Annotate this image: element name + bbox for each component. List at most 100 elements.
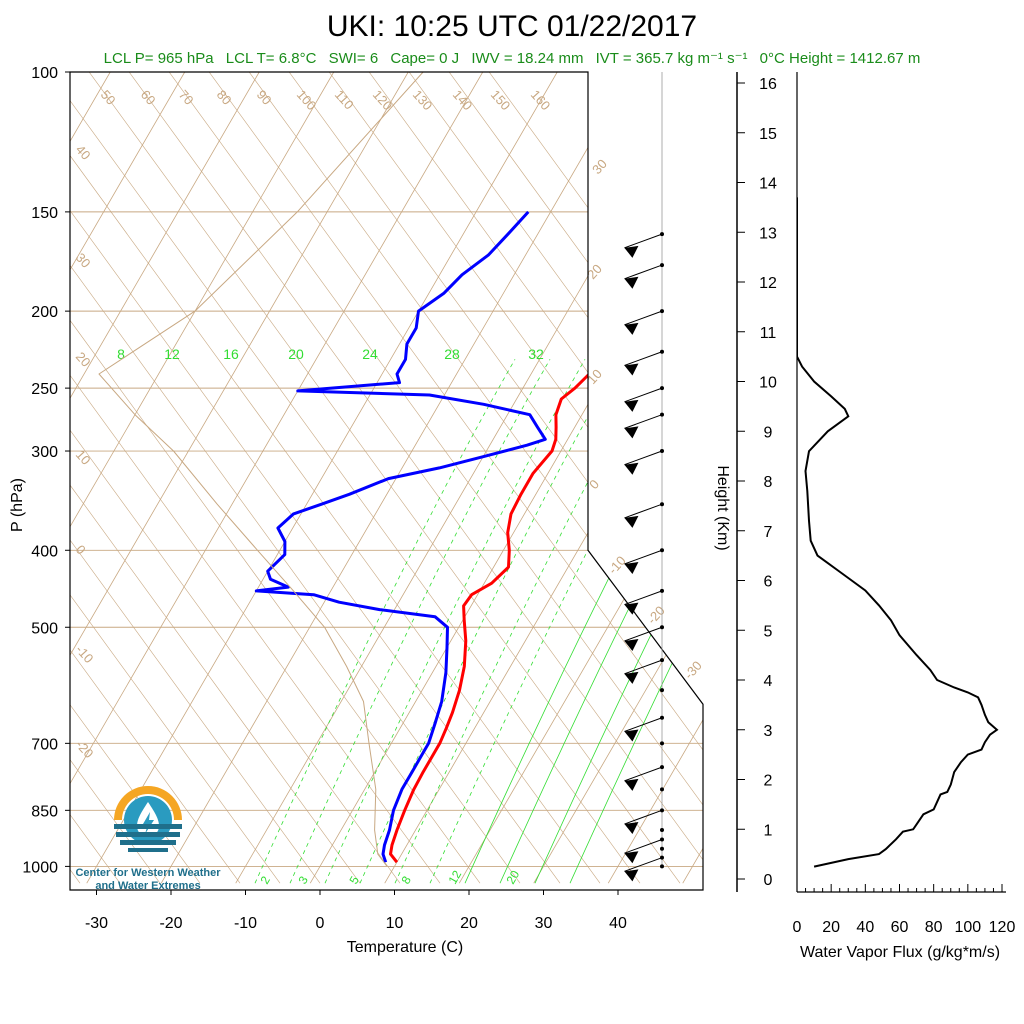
isotherm-label: -30 [681, 658, 705, 682]
mixing-ratio-line [359, 359, 621, 884]
isotherm-label: 90 [254, 87, 275, 108]
isotherm-line [384, 72, 703, 884]
wind-barb [624, 387, 663, 403]
barb-level-dot [660, 787, 664, 792]
wind-barb-flag [624, 638, 639, 651]
y-tick-label: 250 [31, 381, 58, 398]
barb-level-dot [660, 828, 664, 833]
wind-barb [624, 839, 663, 854]
isotherm-line [70, 72, 260, 884]
isotherm-line [607, 72, 703, 884]
height-tick-label: 11 [760, 325, 777, 342]
barb-level-dot [660, 864, 664, 869]
height-tick-label: 4 [764, 673, 773, 690]
mixing-ratio-label: 3 [295, 873, 311, 886]
y-tick-label: 100 [31, 65, 58, 82]
logo-text-line2: and Water Extremes [95, 880, 200, 892]
isotherm-line [70, 72, 409, 884]
wind-barb [624, 717, 663, 732]
adiabat-line [70, 72, 201, 884]
mixing-ratio-label: 12 [164, 346, 180, 362]
y-tick-label: 700 [31, 736, 58, 753]
height-tick-label: 16 [759, 76, 777, 93]
wind-barb-flag [624, 671, 639, 684]
x-axis-label: Temperature (C) [347, 939, 463, 956]
swi: SWI= 6 [329, 50, 379, 67]
isotherm-line [235, 72, 703, 884]
adiabat-line [70, 72, 241, 884]
y-tick-label: 500 [31, 620, 58, 637]
wind-barb [624, 766, 663, 782]
adiabat-line [179, 72, 703, 884]
isotherm-line [70, 72, 484, 884]
logo-wave-2 [116, 832, 180, 837]
adiabat-line [70, 72, 521, 884]
skewt-grid [70, 72, 703, 884]
wind-barb [624, 351, 663, 366]
isotherm-label: 20 [584, 261, 605, 282]
isotherm-label: -20 [73, 737, 97, 761]
adiabat-line [70, 72, 681, 884]
lcl-pressure: LCL P= 965 hPa [104, 50, 215, 67]
wind-barb-flag [624, 245, 639, 258]
adiabat-line [70, 72, 601, 884]
adiabat-line [219, 72, 703, 884]
wind-barb-flag [624, 399, 639, 412]
lcl-temperature: LCL T= 6.8°C [226, 50, 317, 67]
adiabat-line [379, 72, 703, 884]
wind-barb-flag [624, 276, 639, 289]
height-tick-label: 6 [764, 574, 773, 591]
isotherm-label: 110 [332, 87, 357, 112]
ivt: IVT = 365.7 kg m⁻¹ s⁻¹ [596, 50, 748, 67]
mixing-ratio-label: 28 [444, 346, 460, 362]
isotherm-line [86, 72, 558, 884]
height-tick-label: 2 [764, 773, 773, 790]
flux-tick-label: 80 [925, 919, 943, 936]
adiabat-line [70, 72, 481, 884]
flux-tick-label: 60 [891, 919, 909, 936]
x-tick-label: -10 [234, 915, 257, 932]
mixing-ratio-line [324, 359, 586, 884]
mixing-ratio-line [534, 359, 703, 884]
isotherm-label: 20 [73, 349, 94, 370]
y-axis-label: P (hPa) [9, 478, 26, 532]
isotherm-line [70, 72, 186, 884]
adiabat-line [70, 72, 281, 884]
y-tick-label: 850 [31, 803, 58, 820]
wind-barb-flag [624, 561, 639, 574]
mixing-ratio-line [464, 359, 703, 884]
chart-subtitle: LCL P= 965 hPa LCL T= 6.8°C SWI= 6 Cape=… [104, 50, 921, 67]
mixing-ratio-line [254, 359, 516, 884]
height-axis-label: Height (Km) [714, 465, 731, 550]
series-dewpoint [254, 210, 547, 863]
chart-title: UKI: 10:25 UTC 01/22/2017 [327, 10, 697, 43]
isotherm-label: 30 [73, 250, 94, 271]
height-tick-label: 8 [764, 474, 773, 491]
adiabat-line [299, 72, 703, 884]
height-tick-label: 1 [764, 822, 773, 839]
wind-barb-flag [624, 869, 639, 882]
logo-wave-3 [120, 840, 176, 845]
wind-barb [624, 626, 663, 642]
flux-tick-label: 120 [989, 919, 1016, 936]
flux-tick-label: 0 [793, 919, 802, 936]
cape: Cape= 0 J [390, 50, 459, 67]
x-tick-label: -20 [159, 915, 182, 932]
flux-profile [797, 197, 999, 868]
mixing-ratio-label: 12 [445, 868, 464, 887]
height-tick-label: 10 [759, 375, 777, 392]
wind-barb-flag [624, 851, 639, 864]
mixing-ratio-line [394, 359, 656, 884]
mixing-ratio-label: 24 [362, 346, 378, 362]
isotherm-line [533, 72, 703, 884]
wind-barb-flag [624, 822, 639, 835]
isotherm-label: 120 [370, 87, 396, 113]
wind-barb [624, 233, 663, 249]
isotherm-label: 70 [176, 87, 197, 108]
height-tick-label: 3 [764, 723, 773, 740]
skewt-frame [69, 71, 704, 891]
adiabat-line [70, 72, 641, 884]
isotherm-label: 50 [98, 87, 119, 108]
